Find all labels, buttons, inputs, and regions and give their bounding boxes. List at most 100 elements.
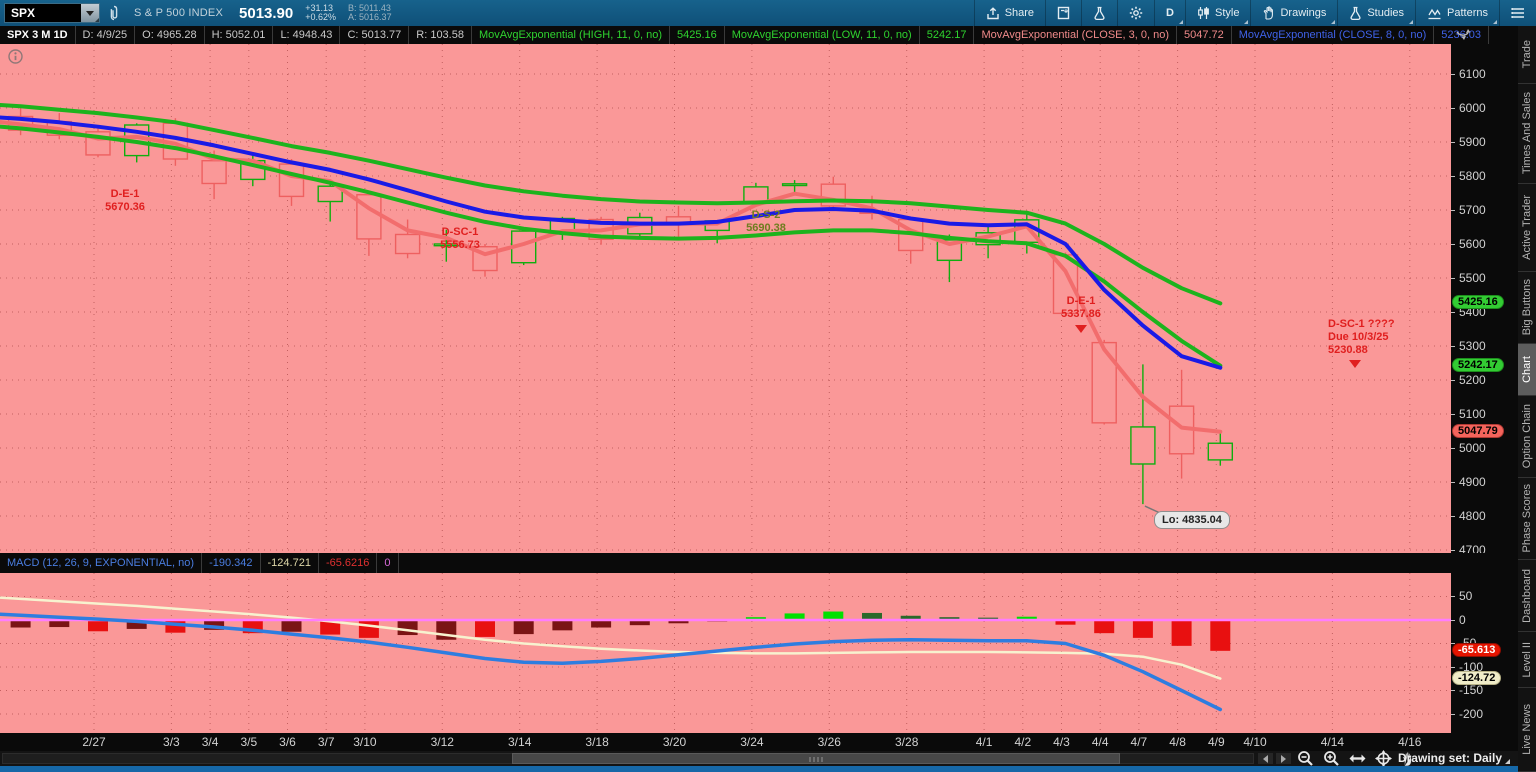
cursor-tool-icon[interactable] [1455, 28, 1473, 43]
drawings-button[interactable]: Drawings [1250, 0, 1337, 26]
price-axis[interactable]: 6100 6000 5900 5800 5700 5600 5500 5400 5300 5200… [1451, 44, 1518, 557]
sidebar-tab-dashboard[interactable]: Dashboard [1518, 560, 1536, 632]
studies-label: Studies [1367, 7, 1405, 19]
patterns-label: Patterns [1447, 7, 1488, 19]
hand-cursor-button[interactable] [1396, 749, 1418, 768]
macd-axis-tick [1451, 690, 1455, 691]
symbol-dropdown-button[interactable] [81, 4, 99, 22]
macd-header-segment[interactable]: MACD (12, 26, 9, EXPONENTIAL, no) [0, 553, 203, 573]
macd-axis-tick [1451, 596, 1455, 597]
studies-button[interactable]: Studies [1337, 0, 1415, 26]
bottom-bar: Drawing set: Daily [0, 749, 1518, 768]
timeframe-button[interactable]: D [1154, 0, 1185, 26]
ema-close-3-line [0, 119, 1223, 434]
candle-body [1130, 426, 1156, 465]
date-tick-label: 4/10 [1243, 735, 1267, 749]
macd-histogram-bar [204, 620, 225, 630]
symbol-input[interactable]: SPX [4, 3, 100, 23]
price-axis-tick [1451, 108, 1455, 109]
macd-pane[interactable] [0, 573, 1451, 733]
date-tick-label: 3/10 [353, 735, 377, 749]
ema-high-11-line [0, 103, 1223, 306]
sidebar-tab-option-chain[interactable]: Option Chain [1518, 396, 1536, 478]
report-icon [1057, 6, 1070, 20]
sidebar-tab-big-buttons[interactable]: Big Buttons [1518, 272, 1536, 344]
ema-close-8-line [0, 115, 1223, 370]
price-bubble: 5425.16 [1452, 295, 1504, 309]
zoom-in-button[interactable] [1320, 749, 1342, 768]
chart-header-segment[interactable]: MovAvgExponential (CLOSE, 8, 0, no) [1232, 26, 1435, 44]
chart-header: SPX 3 M 1D D: 4/9/25 O: 4965.28 H: 5052.01 L… [0, 26, 1518, 44]
macd-axis-label: -100 [1459, 660, 1484, 674]
scroll-left-button[interactable] [1258, 753, 1273, 764]
scroll-right-button[interactable] [1276, 753, 1291, 764]
date-tick-label: 3/18 [585, 735, 609, 749]
patterns-button[interactable]: Patterns [1415, 0, 1499, 26]
main-chart-canvas[interactable] [0, 44, 1451, 553]
analyze-button[interactable] [1081, 0, 1117, 26]
chart-header-segment[interactable]: SPX 3 M 1D [0, 26, 76, 44]
date-axis[interactable]: 2/27 3/3 3/4 3/5 3/6 3/7 3/10 3/12 3/14 3/18 3/20 3… [0, 733, 1518, 751]
macd-histogram-bar [1016, 616, 1037, 620]
macd-histogram-bar [475, 620, 495, 637]
info-icon[interactable] [8, 49, 23, 69]
price-axis-tick [1451, 210, 1455, 211]
macd-axis-tick [1451, 643, 1455, 644]
drawing-set-selector[interactable]: Drawing set: Daily [1398, 751, 1510, 765]
chart-header-segment: 5242.17 [920, 26, 975, 44]
sidebar-tab-label: Phase Scores [1521, 484, 1533, 553]
macd-axis[interactable]: 500-50-100-150-200-65.613-124.72 [1451, 573, 1518, 733]
chart-header-segment[interactable]: MovAvgExponential (LOW, 11, 0, no) [725, 26, 920, 44]
fit-width-button[interactable] [1346, 749, 1368, 768]
macd-value-line [0, 612, 1223, 712]
candle-body [394, 233, 421, 255]
sidebar-tab-level-ii[interactable]: Level II [1518, 632, 1536, 688]
macd-histogram-bar [1094, 620, 1115, 634]
chart-header-segment[interactable]: MovAvgExponential (HIGH, 11, 0, no) [472, 26, 670, 44]
sidebar-tab-times-and-sales[interactable]: Times And Sales [1518, 84, 1536, 184]
link-charts-icon[interactable] [108, 5, 120, 21]
sidebar-tab-active-trader[interactable]: Active Trader [1518, 184, 1536, 272]
macd-axis-label: 0 [1459, 613, 1466, 627]
chart-header-segment: H: 5052.01 [205, 26, 274, 44]
sidebar-tab-chart[interactable]: Chart [1518, 344, 1536, 396]
price-axis-tick [1451, 142, 1455, 143]
sidebar-tab-label: Dashboard [1521, 568, 1533, 623]
price-axis-tick [1451, 380, 1455, 381]
price-axis-tick [1451, 244, 1455, 245]
sidebar-tab-label: Times And Sales [1521, 92, 1533, 175]
main-chart-pane[interactable]: D-E-1 5670.36 D-SC-1 5556.73 D-S-2 5690.38… [0, 44, 1451, 553]
change-stack: +31.13 +0.62% [305, 4, 336, 22]
settings-button[interactable] [1117, 0, 1154, 26]
macd-histogram-bar [10, 620, 31, 628]
macd-header-segment: 0 [377, 553, 399, 573]
macd-histogram-bar [900, 615, 921, 620]
report-button[interactable] [1045, 0, 1081, 26]
date-tick-label: 4/1 [975, 735, 993, 749]
zoom-out-button[interactable] [1294, 749, 1316, 768]
menu-button[interactable] [1499, 0, 1536, 26]
sidebar-tab-phase-scores[interactable]: Phase Scores [1518, 478, 1536, 560]
date-tick-label: 3/26 [817, 735, 841, 749]
pan-button[interactable] [1372, 749, 1394, 768]
low-price-bubble: Lo: 4835.04 [1154, 511, 1230, 529]
chart-scrollbar-thumb[interactable] [512, 753, 1120, 764]
window-bottom-edge [0, 766, 1518, 772]
chart-header-segment[interactable]: MovAvgExponential (CLOSE, 3, 0, no) [974, 26, 1177, 44]
flask-icon [1350, 6, 1361, 20]
candle-body [278, 163, 305, 198]
date-tick-label: 4/2 [1014, 735, 1032, 749]
date-tick-label: 4/9 [1207, 735, 1225, 749]
macd-avg-line [0, 596, 1222, 680]
macd-histogram-bar [823, 611, 844, 620]
macd-canvas[interactable] [0, 573, 1451, 733]
date-tick-label: 3/7 [317, 735, 335, 749]
sidebar-tab-live-news[interactable]: Live News [1518, 688, 1536, 772]
macd-histogram-bar [281, 620, 302, 632]
sidebar-tab-trade[interactable]: Trade [1518, 26, 1536, 84]
right-gadget-sidebar: Trade Times And Sales Active Trader Big But… [1518, 26, 1536, 772]
bid-value: B: 5011.43 [348, 3, 391, 13]
style-button[interactable]: Style [1185, 0, 1250, 26]
share-button[interactable]: Share [973, 0, 1045, 26]
date-tick-label: 3/3 [163, 735, 180, 749]
